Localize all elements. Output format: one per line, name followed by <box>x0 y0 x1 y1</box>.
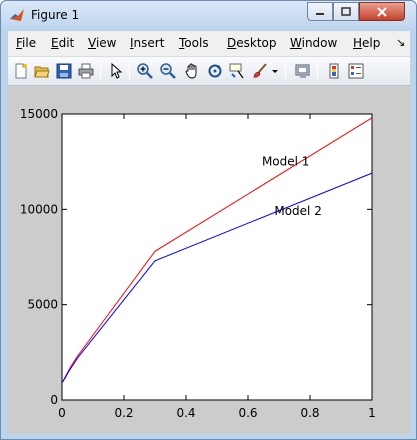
print-icon <box>78 63 94 79</box>
data-cursor-icon <box>229 63 244 79</box>
rotate-3d-button[interactable] <box>205 61 225 81</box>
brush-dropdown-button[interactable] <box>270 61 280 81</box>
link-plot-icon <box>295 64 310 78</box>
y-tick-label: 0 <box>50 393 58 407</box>
menu-tools[interactable]: Tools <box>179 36 209 50</box>
y-tick-label: 15000 <box>20 107 58 121</box>
window-client-area: File Edit View Insert Tools Desktop Wind… <box>8 31 410 434</box>
toolbar-separator <box>317 62 318 80</box>
x-tick-label: 0 <box>58 406 66 420</box>
menu-file[interactable]: File <box>16 36 37 50</box>
close-icon <box>377 6 387 17</box>
series-lines <box>61 117 373 384</box>
colorbar-button[interactable] <box>324 61 344 81</box>
print-button[interactable] <box>76 61 96 81</box>
x-tick-label: 0.8 <box>300 406 319 420</box>
matlab-app-icon <box>9 7 25 23</box>
menu-overflow-chevron[interactable]: ↘ <box>396 36 406 49</box>
menu-edit[interactable]: Edit <box>51 36 75 50</box>
figure-toolbar <box>8 56 410 86</box>
menu-view[interactable]: View <box>88 36 117 50</box>
menu-window[interactable]: Window <box>290 36 338 50</box>
save-button[interactable] <box>54 61 74 81</box>
brush-button[interactable] <box>250 61 270 81</box>
y-tick-label: 10000 <box>20 202 58 216</box>
open-file-button[interactable] <box>32 61 52 81</box>
save-icon <box>56 63 72 79</box>
zoom-out-button[interactable] <box>158 61 178 81</box>
data-cursor-button[interactable] <box>227 61 247 81</box>
x-tick-label: 1 <box>368 406 376 420</box>
model-2-annotation: Model 2 <box>274 204 321 218</box>
x-tick-label: 0.2 <box>114 406 133 420</box>
figure-canvas[interactable]: 0 0.2 0.4 0.6 0.8 1 0 5000 10000 15000 M… <box>8 86 410 434</box>
pan-icon <box>185 63 197 79</box>
new-figure-icon <box>15 63 27 79</box>
zoom-in-icon <box>137 63 153 79</box>
colorbar-icon <box>329 63 339 79</box>
pointer-icon <box>111 63 123 79</box>
zoom-out-icon <box>160 63 176 79</box>
plot-svg: 0 0.2 0.4 0.6 0.8 1 0 5000 10000 15000 M… <box>20 107 376 420</box>
minimize-button[interactable] <box>307 2 333 21</box>
model-1-annotation: Model 1 <box>262 154 309 168</box>
toolbar-separator <box>285 62 286 80</box>
pan-button[interactable] <box>182 61 202 81</box>
model-2-line[interactable] <box>61 172 373 384</box>
brush-dropdown-icon <box>272 70 278 73</box>
legend-button[interactable] <box>346 61 366 81</box>
title-bar[interactable]: Figure 1 <box>1 1 416 31</box>
x-tick-label: 0.4 <box>176 406 195 420</box>
axes-plot-area[interactable] <box>61 113 373 401</box>
menu-desktop[interactable]: Desktop <box>227 36 277 50</box>
window-title: Figure 1 <box>31 8 80 22</box>
x-tick-label: 0.6 <box>238 406 257 420</box>
close-button[interactable] <box>359 2 405 21</box>
rotate-3d-icon <box>208 64 222 78</box>
toolbar-separator <box>129 62 130 80</box>
menu-bar: File Edit View Insert Tools Desktop Wind… <box>8 31 410 55</box>
legend-icon <box>348 63 364 79</box>
new-figure-button[interactable] <box>11 61 31 81</box>
maximize-button[interactable] <box>333 2 359 21</box>
y-tick-label: 5000 <box>27 298 58 312</box>
maximize-icon <box>341 6 351 16</box>
edit-plot-button[interactable] <box>106 61 126 81</box>
minimize-icon <box>316 12 324 15</box>
menu-insert[interactable]: Insert <box>130 36 165 50</box>
menu-help[interactable]: Help <box>353 36 381 50</box>
brush-icon <box>253 63 267 78</box>
x-tick-labels: 0 0.2 0.4 0.6 0.8 1 <box>58 406 376 420</box>
zoom-in-button[interactable] <box>135 61 155 81</box>
y-tick-labels: 0 5000 10000 15000 <box>20 107 58 407</box>
open-file-icon <box>34 66 50 78</box>
toolbar-separator <box>100 62 101 80</box>
link-plot-button[interactable] <box>293 61 313 81</box>
